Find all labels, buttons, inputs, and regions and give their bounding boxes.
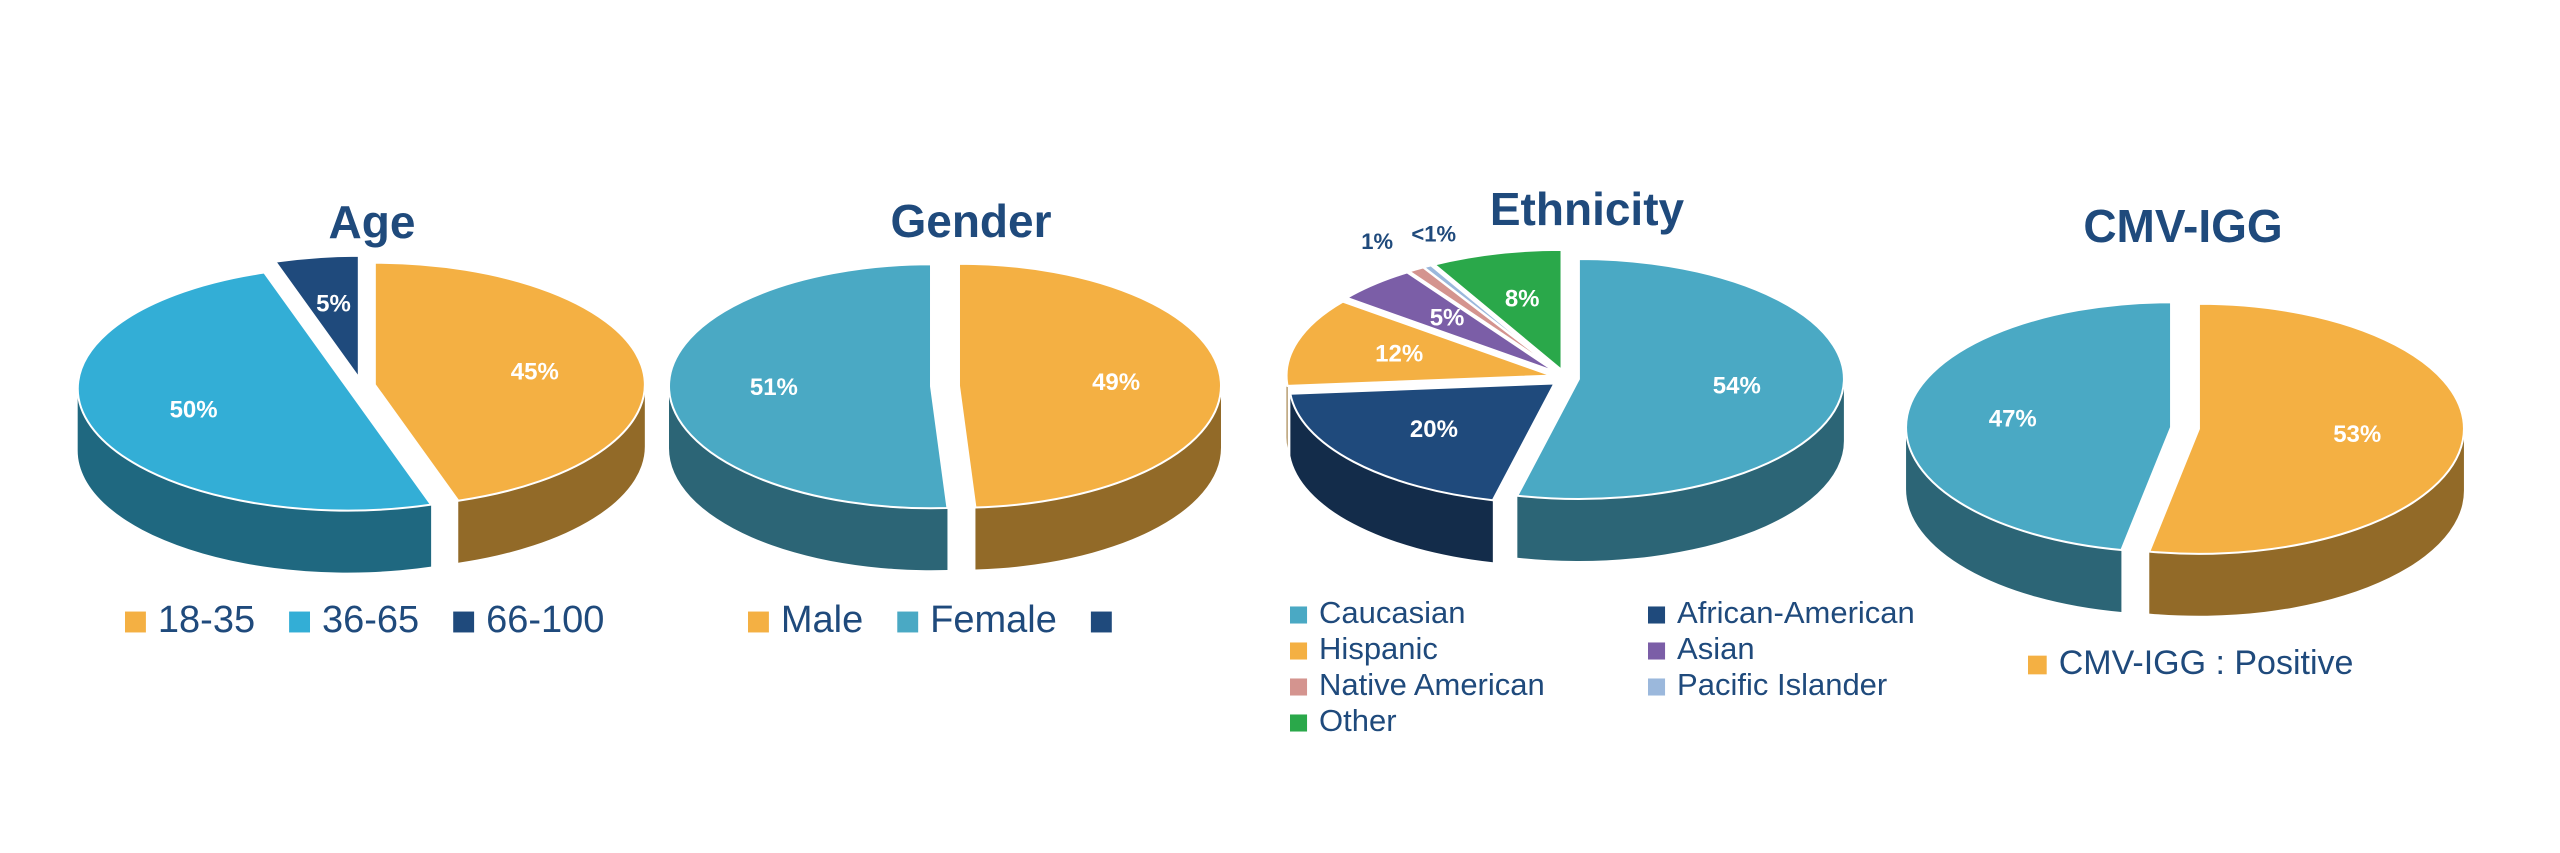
legend-swatch bbox=[1290, 642, 1308, 660]
legend-label: Native American bbox=[1319, 667, 1545, 702]
data-label: 1% bbox=[1361, 229, 1393, 254]
legend-swatch bbox=[2028, 655, 2047, 675]
slice bbox=[1285, 300, 1552, 387]
data-label: 5% bbox=[1430, 305, 1465, 332]
legend-swatch bbox=[1648, 642, 1666, 660]
legend-label: CMV-IGG : Positive bbox=[2059, 644, 2354, 682]
legend-label: Asian bbox=[1677, 631, 1755, 666]
legend-label: Male bbox=[781, 599, 863, 641]
slice-side bbox=[2149, 428, 2464, 616]
slice-side bbox=[1517, 378, 1844, 561]
chart-title: Ethnicity bbox=[1490, 183, 1685, 235]
chart-title: Gender bbox=[890, 195, 1051, 247]
slice bbox=[2147, 302, 2465, 555]
data-label: 45% bbox=[511, 359, 559, 386]
legend-swatch bbox=[897, 611, 919, 633]
slice bbox=[1432, 248, 1563, 372]
data-label: 51% bbox=[750, 374, 798, 401]
slice bbox=[1289, 382, 1557, 502]
legend-swatch bbox=[1290, 606, 1308, 624]
legend-swatch bbox=[289, 611, 311, 633]
slice bbox=[373, 261, 646, 502]
slice-side bbox=[669, 386, 948, 571]
slice bbox=[1905, 301, 2173, 552]
data-label: 12% bbox=[1375, 340, 1423, 367]
legend-label: African-American bbox=[1677, 595, 1915, 630]
slice bbox=[76, 271, 433, 512]
chart-title: Age bbox=[329, 196, 416, 248]
slice-side bbox=[458, 384, 645, 563]
legend-label: Female bbox=[930, 599, 1057, 641]
legend-swatch bbox=[1090, 611, 1112, 633]
data-label: 54% bbox=[1713, 373, 1761, 400]
legend-label: 66-100 bbox=[486, 599, 604, 641]
legend-swatch bbox=[125, 611, 146, 633]
slice bbox=[1515, 257, 1845, 500]
legend-swatch bbox=[1648, 606, 1666, 624]
data-label: <1% bbox=[1411, 222, 1456, 247]
data-label: 5% bbox=[316, 291, 351, 318]
slice bbox=[1344, 271, 1557, 373]
slice-side bbox=[1286, 375, 1288, 448]
legend-swatch bbox=[1290, 714, 1308, 732]
data-label: 49% bbox=[1092, 369, 1140, 396]
legend-swatch bbox=[1290, 678, 1308, 696]
data-label: 8% bbox=[1505, 285, 1540, 312]
slice-side bbox=[1906, 427, 2122, 612]
chart-title: CMV-IGG bbox=[2083, 200, 2282, 252]
legend-label: Caucasian bbox=[1319, 595, 1465, 630]
slice bbox=[1421, 264, 1559, 372]
slice-side bbox=[77, 388, 432, 573]
legend-swatch bbox=[748, 611, 769, 633]
legend-label: 18-35 bbox=[158, 599, 255, 641]
slice-side bbox=[1290, 393, 1493, 563]
legend-label: Other bbox=[1319, 703, 1397, 738]
legend-label: 36-65 bbox=[322, 599, 419, 641]
slice-side bbox=[975, 385, 1221, 570]
legend-swatch bbox=[453, 611, 475, 633]
data-label: 47% bbox=[1989, 405, 2037, 432]
data-label: 50% bbox=[170, 397, 218, 424]
data-label: 53% bbox=[2333, 421, 2381, 448]
legend-swatch bbox=[1648, 678, 1666, 696]
data-label: 20% bbox=[1410, 416, 1458, 443]
slice bbox=[273, 254, 360, 381]
legend-label: Pacific Islander bbox=[1677, 667, 1887, 702]
slice bbox=[957, 262, 1222, 509]
legend-label: Hispanic bbox=[1319, 631, 1438, 666]
slice bbox=[668, 263, 949, 510]
